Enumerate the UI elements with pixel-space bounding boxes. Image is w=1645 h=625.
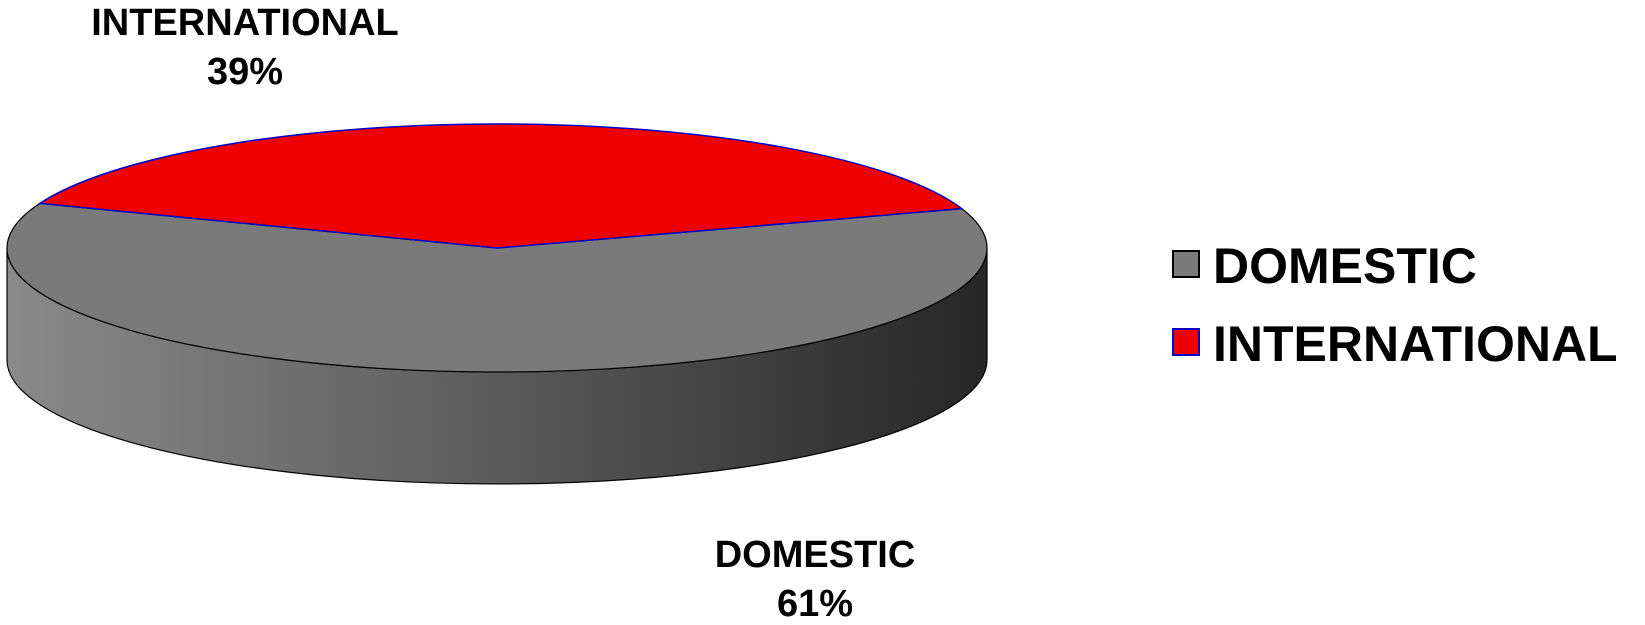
pie-slice-domestic: [6, 202, 988, 373]
data-label-international-value: 39%: [207, 51, 283, 93]
legend: DOMESTIC INTERNATIONAL: [1172, 238, 1618, 372]
legend-label-international: INTERNATIONAL: [1213, 316, 1618, 372]
data-label-domestic-value: 61%: [777, 583, 853, 620]
legend-swatch-international: [1172, 328, 1200, 356]
pie-slice-international: [37, 123, 964, 249]
data-label-domestic-name: DOMESTIC: [715, 534, 916, 576]
legend-label-domestic: DOMESTIC: [1213, 238, 1477, 294]
legend-swatch-domestic: [1172, 250, 1200, 278]
data-label-international-name: INTERNATIONAL: [91, 2, 399, 44]
